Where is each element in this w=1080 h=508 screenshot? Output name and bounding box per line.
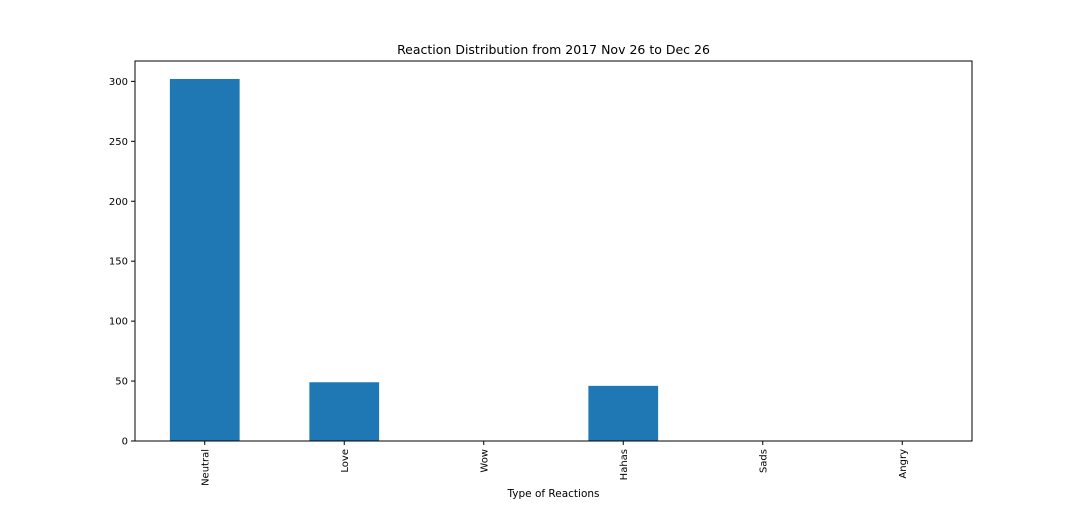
bar-hahas <box>588 385 659 441</box>
y-tick-label: 50 <box>115 377 128 388</box>
y-tick-label: 0 <box>122 437 128 448</box>
plot-frame <box>134 60 973 442</box>
y-tick-label: 300 <box>109 77 128 88</box>
x-tick-label: Love <box>340 449 351 473</box>
x-tick-label: Angry <box>898 449 909 479</box>
y-tick-label: 250 <box>109 137 128 148</box>
chart-title: Reaction Distribution from 2017 Nov 26 t… <box>397 42 710 57</box>
bar-neutral <box>169 78 240 441</box>
x-axis: Neutral Love Wow Hahas Sads Angry <box>200 441 909 486</box>
bar-love <box>309 382 380 441</box>
x-tick-label: Wow <box>479 449 490 473</box>
bars-layer <box>169 78 659 441</box>
y-axis: 0 50 100 150 200 250 300 <box>109 77 135 448</box>
y-tick-label: 150 <box>109 257 128 268</box>
x-axis-label: Type of Reactions <box>507 488 600 500</box>
x-tick-label: Hahas <box>619 449 630 480</box>
y-tick-label: 200 <box>109 197 128 208</box>
y-tick-label: 100 <box>109 317 128 328</box>
x-tick-label: Sads <box>758 449 769 473</box>
x-tick-label: Neutral <box>200 449 211 486</box>
